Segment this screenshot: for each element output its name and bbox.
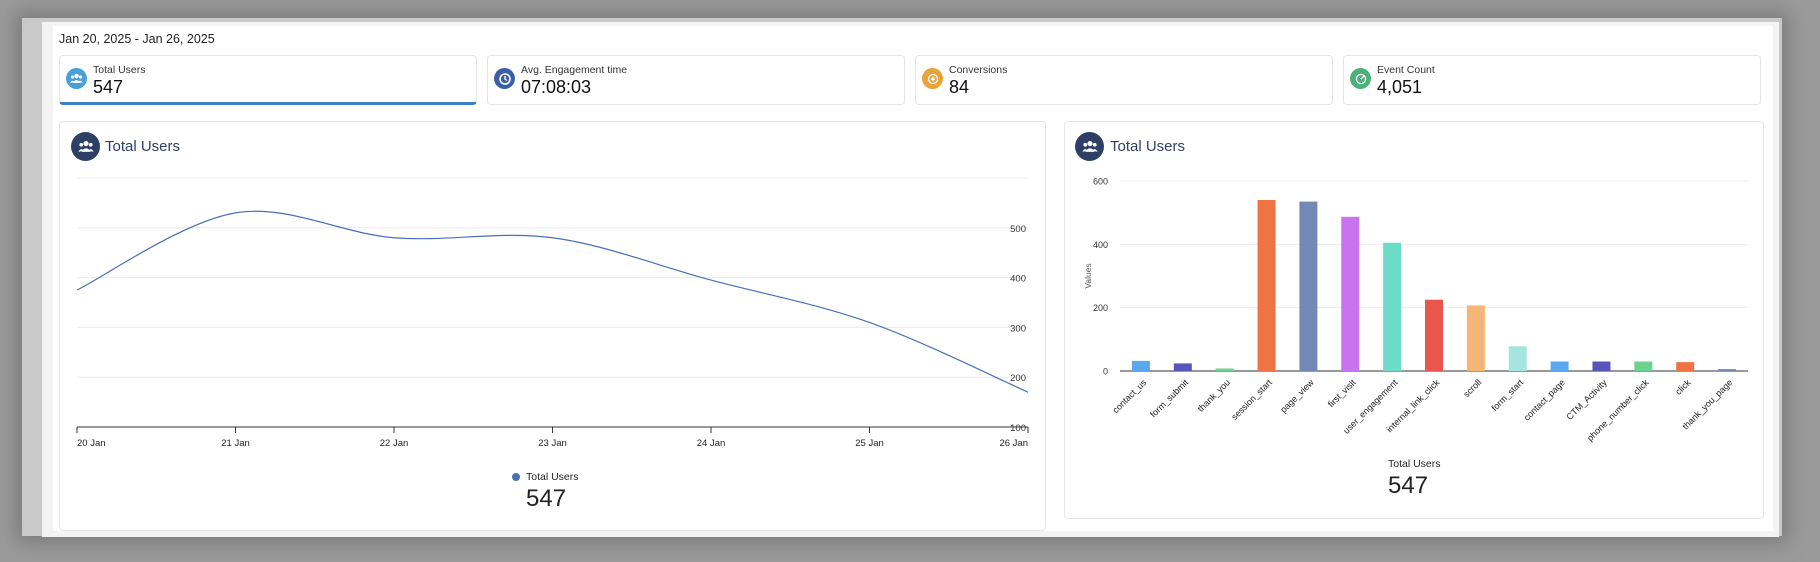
- y-tick-label: 200: [1010, 373, 1026, 384]
- bar-chart-title: Total Users: [1110, 138, 1186, 155]
- bar-form-submit: [1173, 363, 1192, 371]
- clock-icon: [494, 68, 515, 89]
- bar-contact-us: [1131, 360, 1150, 371]
- line-chart-total: 547: [526, 485, 567, 512]
- x-tick-label: 22 Jan: [380, 438, 409, 449]
- x-tick-label: 25 Jan: [855, 438, 884, 449]
- bar-session-start: [1257, 200, 1276, 371]
- gauge-icon: [1350, 68, 1371, 89]
- x-tick-label: form_start: [1489, 377, 1525, 413]
- x-tick-label: 20 Jan: [77, 438, 106, 449]
- kpi-value: 84: [949, 77, 970, 97]
- bar-first-visit: [1341, 216, 1360, 371]
- bar-thank-you: [1215, 368, 1234, 371]
- kpi-engagement-time[interactable]: Avg. Engagement time 07:08:03: [487, 55, 905, 105]
- kpi-event-count[interactable]: Event Count 4,051: [1343, 55, 1761, 105]
- y-tick-label: 400: [1010, 274, 1026, 285]
- bar-contact-page: [1550, 361, 1569, 371]
- kpi-label: Avg. Engagement time: [521, 64, 628, 76]
- bar-form-start: [1508, 346, 1527, 371]
- x-tick-label: first_visit: [1326, 377, 1358, 409]
- y-tick-label: 200: [1093, 303, 1108, 313]
- bar-phone-number-click: [1634, 361, 1653, 371]
- kpi-value: 07:08:03: [521, 77, 592, 97]
- target-icon: [922, 68, 943, 89]
- kpi-label: Conversions: [949, 64, 1008, 76]
- users-icon: [66, 68, 87, 89]
- line-chart-card: [59, 121, 1046, 531]
- bar-scroll: [1466, 305, 1485, 371]
- kpi-conversions[interactable]: Conversions 84: [915, 55, 1333, 105]
- x-tick-label: 26 Jan: [999, 438, 1028, 449]
- kpi-label: Event Count: [1377, 64, 1435, 76]
- kpi-value: 4,051: [1377, 77, 1423, 97]
- y-tick-label: 0: [1103, 367, 1108, 377]
- x-tick-label: 24 Jan: [697, 438, 726, 449]
- y-tick-label: 400: [1093, 240, 1108, 250]
- users-icon: [1075, 132, 1104, 161]
- series-line-total-users: [76, 210, 1029, 393]
- bar-chart-legend: Total Users: [1388, 458, 1441, 470]
- y-axis-label: Values: [1083, 263, 1093, 288]
- x-tick-label: contact_page: [1522, 377, 1567, 422]
- bar-chart-card: [1064, 121, 1764, 519]
- x-tick-label: form_submit: [1148, 377, 1190, 419]
- bar-chart-total: 547: [1388, 472, 1429, 499]
- x-tick-label: contact_us: [1110, 377, 1148, 415]
- line-chart: 100 200 300 400 500 20 Jan 21 Jan 22 Jan 23 Jan 2…: [76, 177, 1029, 449]
- bar-user-engagement: [1383, 242, 1402, 371]
- kpi-value: 547: [93, 77, 124, 97]
- kpi-label: Total Users: [93, 64, 146, 76]
- x-tick-label: 23 Jan: [538, 438, 567, 449]
- x-tick-label: scroll: [1461, 377, 1483, 399]
- x-tick-label: 21 Jan: [221, 438, 250, 449]
- y-tick-label: 500: [1010, 224, 1026, 235]
- legend-label: Total Users: [526, 471, 579, 483]
- bar-chart: 0 200 400 600 Values contact_us form_submit tha…: [1083, 177, 1748, 443]
- x-tick-label: CTM_Activity: [1564, 377, 1609, 422]
- x-tick-label: thank_you: [1196, 377, 1232, 413]
- bar-internal-link-click: [1425, 299, 1443, 371]
- y-tick-label: 100: [1010, 423, 1026, 434]
- bar-page-view: [1299, 201, 1318, 371]
- bar-click: [1676, 362, 1695, 371]
- legend-dot: [512, 473, 520, 481]
- x-tick-label: click: [1673, 377, 1693, 397]
- y-tick-label: 300: [1010, 323, 1026, 334]
- kpi-total-users[interactable]: Total Users 547: [59, 55, 477, 105]
- x-tick-label: page_view: [1278, 377, 1316, 415]
- users-icon: [71, 132, 100, 161]
- y-tick-label: 600: [1093, 177, 1108, 187]
- line-chart-title: Total Users: [105, 138, 181, 155]
- x-tick-label: session_start: [1229, 377, 1274, 422]
- date-range[interactable]: Jan 20, 2025 - Jan 26, 2025: [59, 32, 215, 46]
- bar-ctm-activity: [1592, 361, 1611, 371]
- line-chart-legend[interactable]: Total Users: [512, 471, 579, 483]
- bar-thank-you-page: [1718, 369, 1737, 371]
